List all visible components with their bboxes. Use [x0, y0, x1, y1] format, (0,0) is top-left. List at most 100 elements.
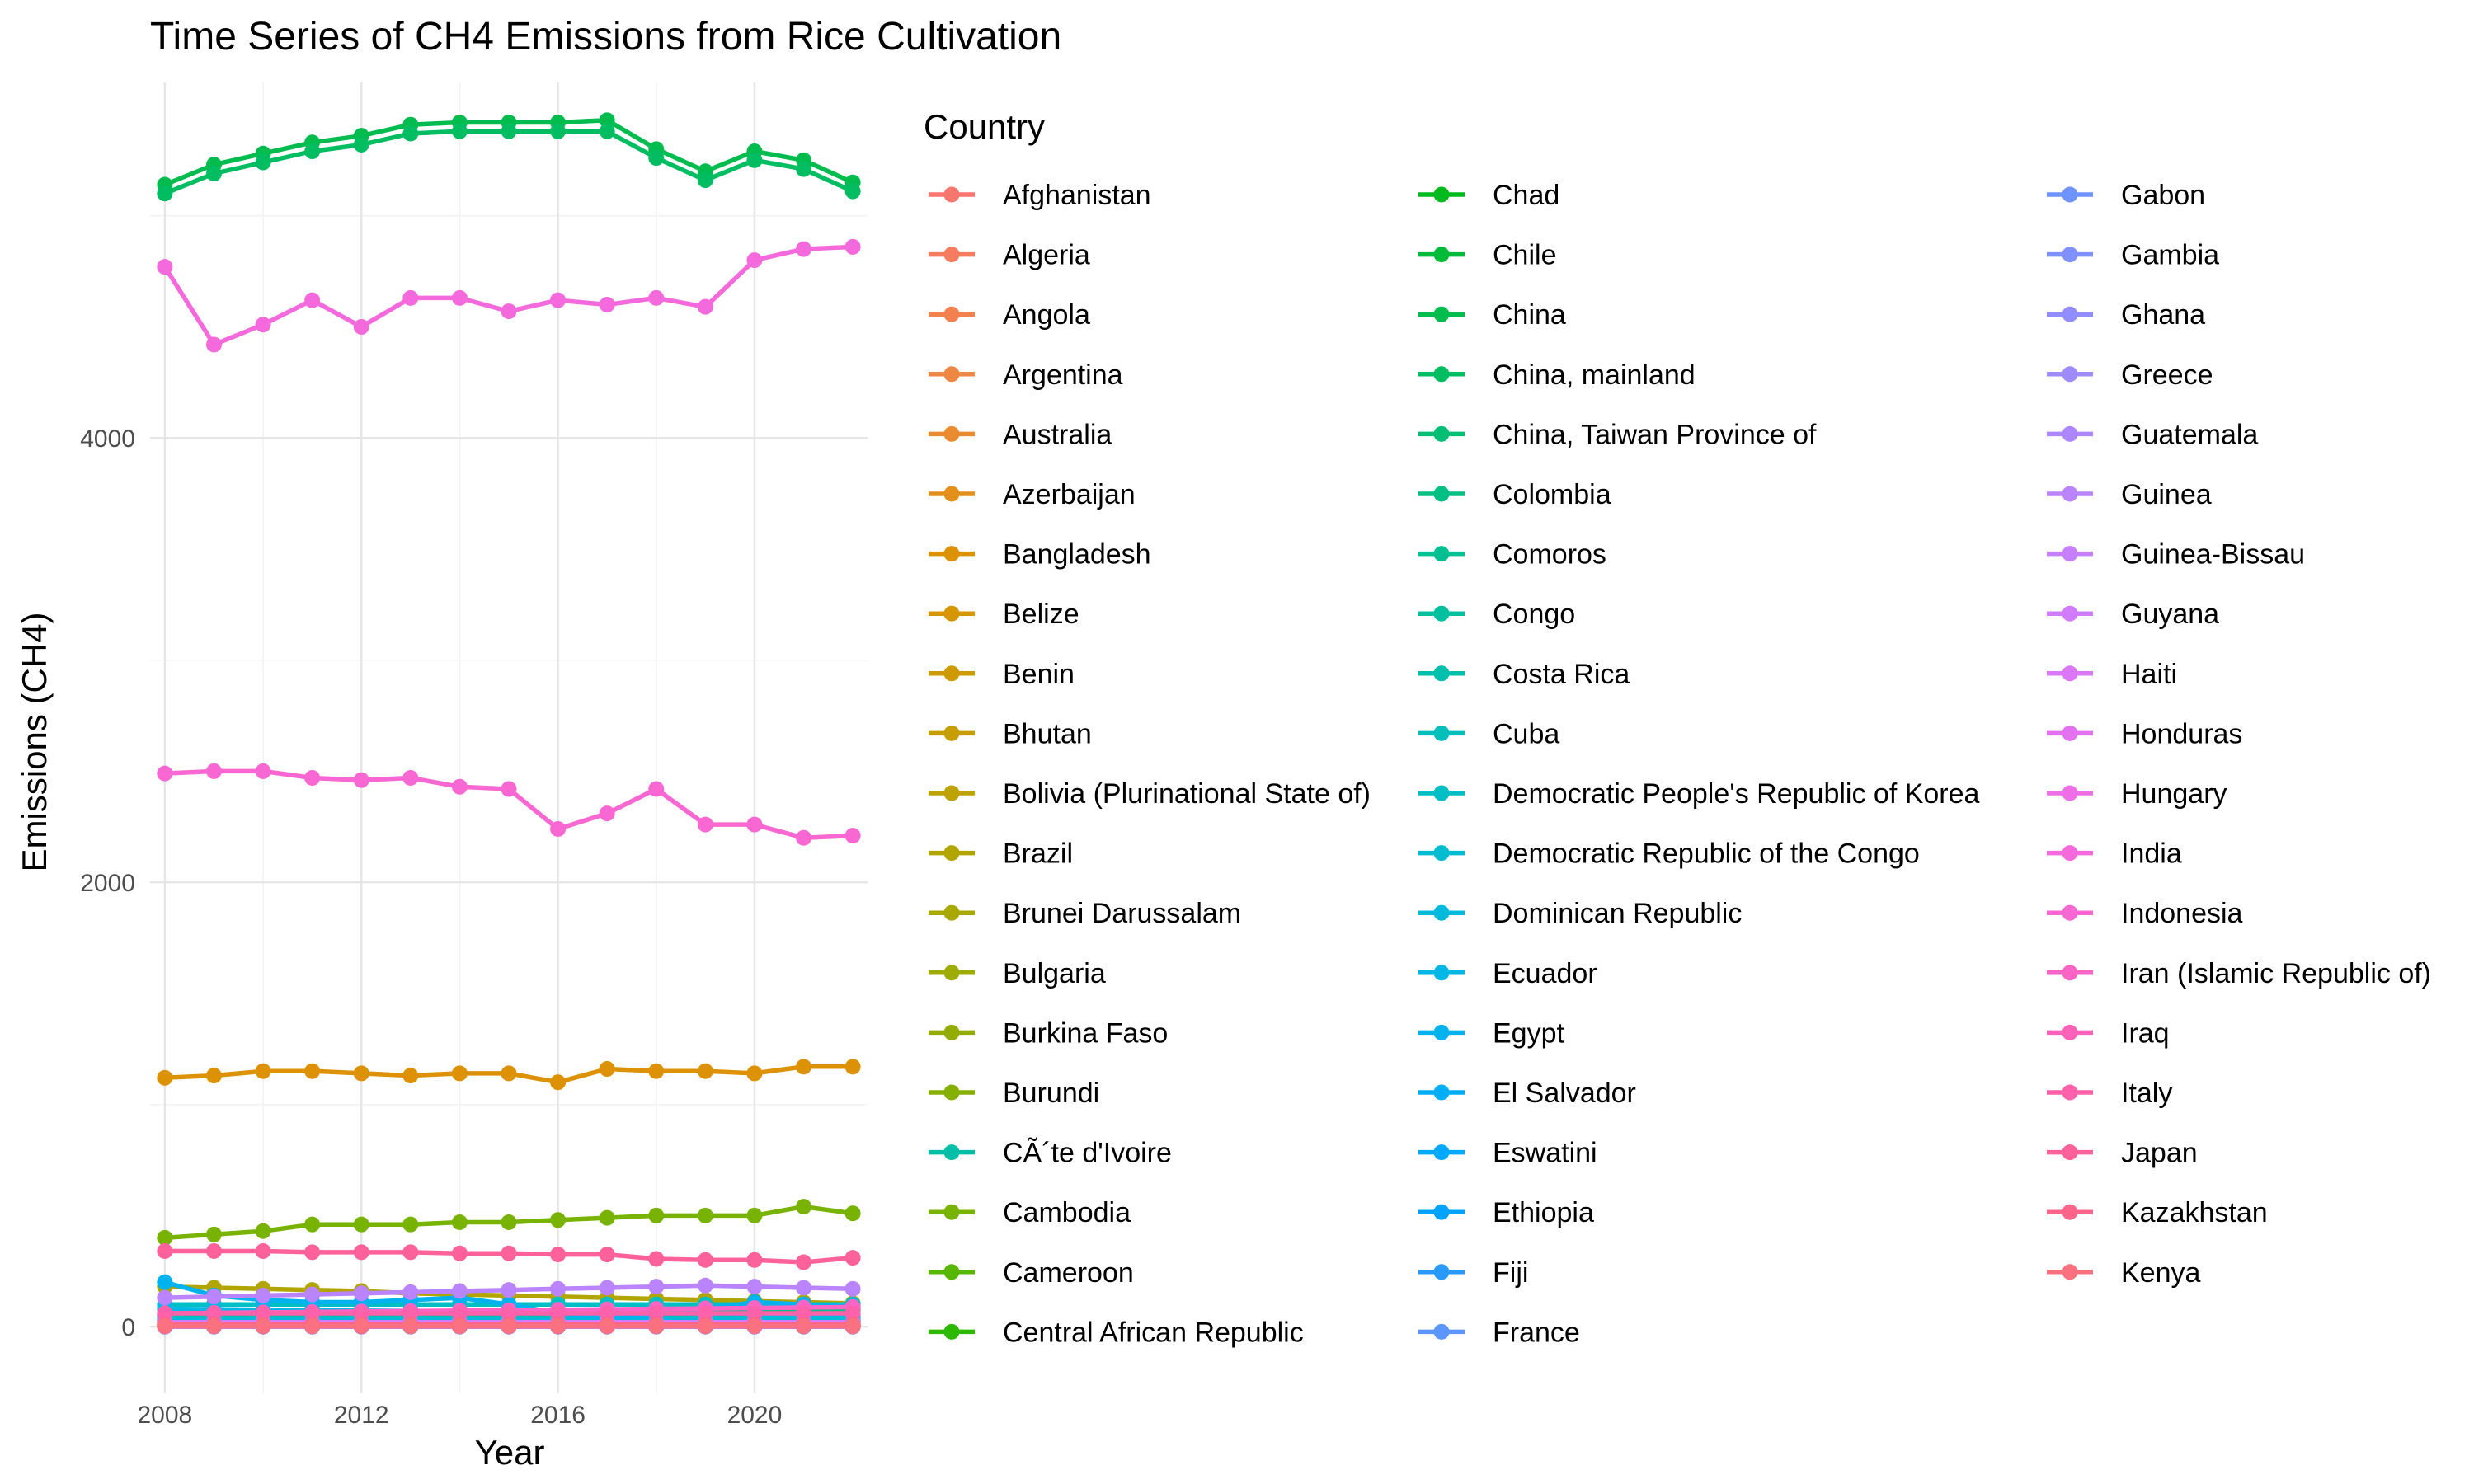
legend-key-point: [2062, 425, 2078, 442]
legend-item: Brazil: [929, 838, 1073, 870]
data-point: [205, 1289, 222, 1305]
series: [157, 238, 861, 353]
legend-label: Democratic Republic of the Congo: [1493, 838, 1920, 870]
data-point: [796, 829, 812, 846]
data-point: [599, 1209, 615, 1226]
legend-key-point: [943, 486, 960, 502]
legend-title: Country: [924, 107, 1045, 146]
legend-label: Ethiopia: [1493, 1197, 1594, 1228]
legend-label: Gabon: [2121, 180, 2205, 211]
data-point: [844, 1280, 861, 1297]
legend-key-point: [943, 546, 960, 562]
legend-key-point: [1433, 1264, 1450, 1280]
data-point: [796, 1280, 812, 1296]
legend-label: Central African Republic: [1003, 1317, 1304, 1348]
data-point: [599, 112, 615, 129]
legend-label: China, Taiwan Province of: [1493, 419, 1817, 450]
data-point: [353, 1065, 369, 1082]
legend-label: Guatemala: [2121, 419, 2258, 450]
series: [157, 123, 861, 202]
legend-label: Indonesia: [2121, 898, 2243, 929]
legend-item: Algeria: [929, 240, 1090, 271]
legend-item: Kazakhstan: [2047, 1197, 2268, 1228]
data-point: [205, 1305, 222, 1322]
legend-key-point: [2062, 1264, 2078, 1280]
legend-key-point: [2062, 904, 2078, 921]
data-point: [402, 1244, 419, 1261]
legend-key-point: [2062, 486, 2078, 502]
data-point: [205, 165, 222, 181]
legend-label: China, mainland: [1493, 359, 1696, 391]
y-tick-label: 4000: [80, 425, 135, 453]
data-point: [157, 259, 173, 275]
data-point: [599, 1318, 615, 1335]
data-point: [402, 125, 419, 142]
data-point: [501, 1214, 517, 1230]
legend-label: Kazakhstan: [2121, 1197, 2268, 1228]
legend-key-point: [1433, 965, 1450, 981]
data-point: [844, 828, 861, 844]
legend-label: Greece: [2121, 359, 2213, 391]
data-point: [255, 1243, 271, 1260]
legend-label: Haiti: [2121, 659, 2177, 690]
data-point: [205, 1226, 222, 1242]
legend-key-point: [1433, 785, 1450, 801]
legend-item: El Salvador: [1418, 1078, 1636, 1109]
data-point: [451, 778, 468, 795]
data-point: [844, 1250, 861, 1266]
legend-key-point: [1433, 904, 1450, 921]
data-point: [501, 1245, 517, 1261]
data-point: [205, 336, 222, 353]
data-point: [550, 1212, 567, 1228]
legend-label: El Salvador: [1493, 1078, 1636, 1109]
data-point: [304, 292, 321, 308]
data-point: [599, 1305, 615, 1322]
data-point: [501, 1282, 517, 1298]
data-point: [157, 1069, 173, 1086]
legend-label: Bhutan: [1003, 718, 1092, 749]
legend-key-point: [943, 1144, 960, 1161]
legend-label: France: [1493, 1317, 1580, 1348]
data-point: [402, 1284, 419, 1300]
data-point: [599, 123, 615, 139]
legend-label: Belize: [1003, 599, 1079, 630]
legend-item: Guatemala: [2047, 419, 2258, 450]
data-point: [796, 161, 812, 177]
legend-label: Colombia: [1493, 479, 1611, 510]
series: [157, 1277, 861, 1306]
legend-item: Afghanistan: [929, 180, 1151, 211]
data-point: [255, 763, 271, 779]
legend-item: Cambodia: [929, 1197, 1131, 1228]
data-point: [353, 1216, 369, 1233]
legend-label: Japan: [2121, 1138, 2198, 1169]
data-point: [746, 1207, 763, 1223]
data-point: [402, 1068, 419, 1084]
series-layer: [157, 112, 861, 1335]
data-point: [501, 1305, 517, 1322]
data-point: [304, 143, 321, 160]
legend-item: Honduras: [2047, 718, 2242, 749]
legend-label: Chad: [1493, 180, 1559, 211]
x-axis-ticks: 2008 2012 2016 2020: [138, 1402, 783, 1429]
legend-label: Bolivia (Plurinational State of): [1003, 778, 1371, 810]
legend-item: Angola: [929, 299, 1090, 331]
legend-item: Gambia: [2047, 240, 2219, 271]
data-point: [205, 1068, 222, 1084]
data-point: [648, 289, 665, 306]
x-tick-label: 2016: [530, 1402, 586, 1429]
legend-item: Egypt: [1418, 1017, 1564, 1049]
data-point: [304, 770, 321, 787]
data-point: [451, 1245, 468, 1261]
legend-label: Ecuador: [1493, 958, 1597, 989]
legend-key-point: [943, 665, 960, 682]
legend-key-point: [943, 725, 960, 741]
data-point: [697, 1277, 713, 1294]
legend: Afghanistan Algeria Angola Argentina Austral…: [929, 180, 2431, 1348]
legend-item: Greece: [2047, 359, 2213, 391]
data-point: [353, 772, 369, 788]
legend-item: Hungary: [2047, 778, 2227, 810]
data-point: [844, 238, 861, 255]
data-point: [648, 1207, 665, 1223]
data-point: [796, 1305, 812, 1322]
legend-label: Benin: [1003, 659, 1075, 690]
